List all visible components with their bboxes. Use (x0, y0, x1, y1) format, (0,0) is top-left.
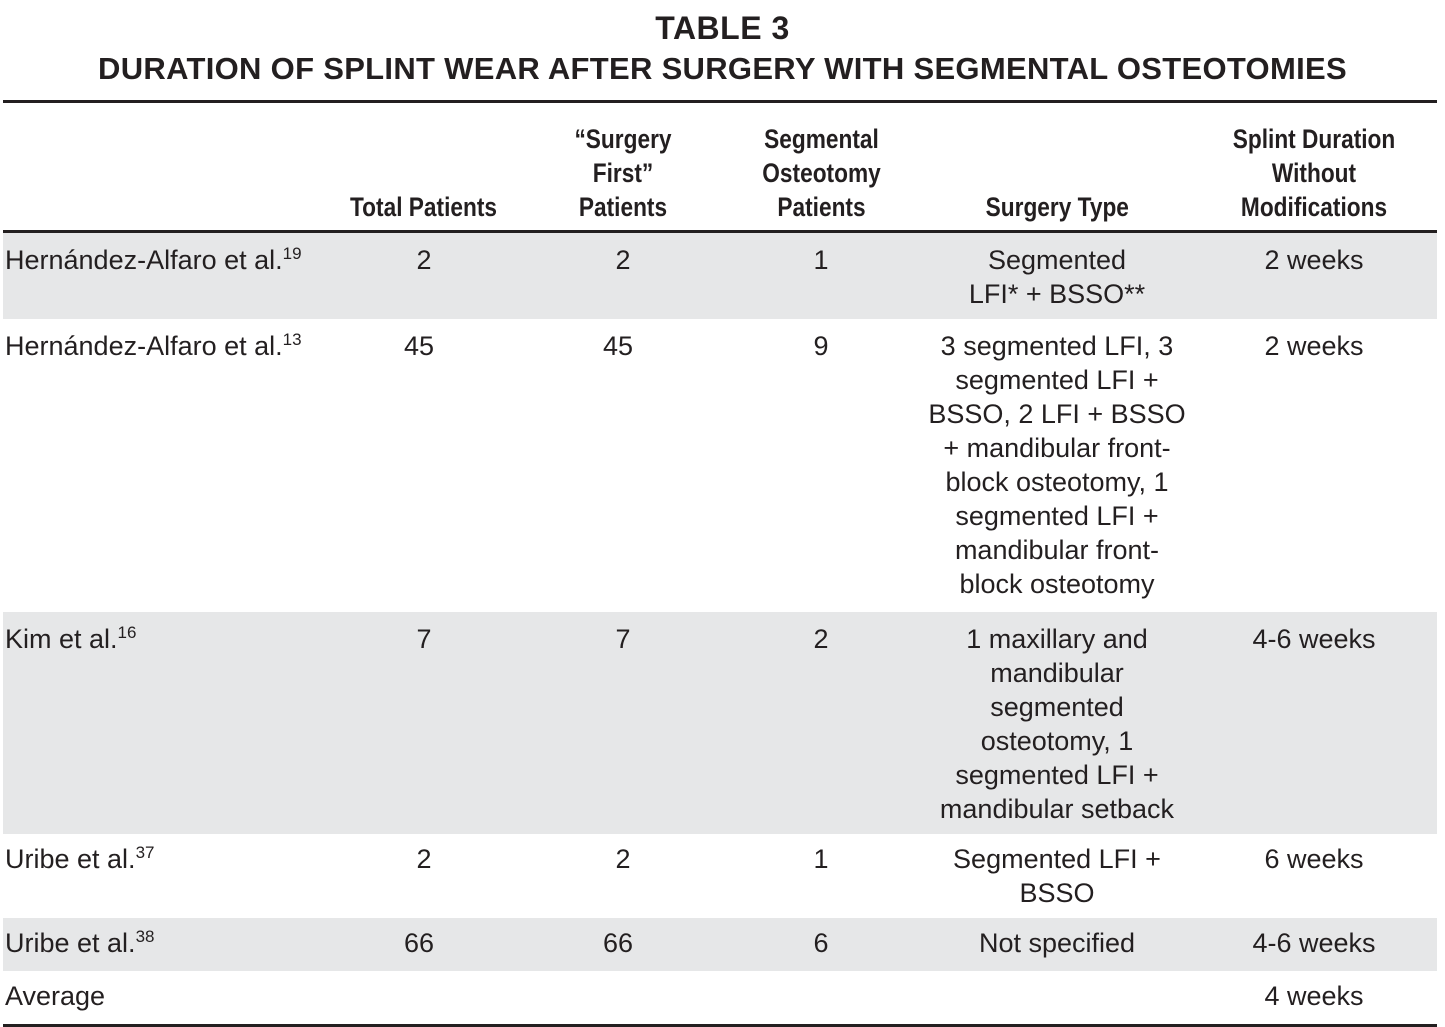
table-body: Hernández-Alfaro et al.19 2 2 1 Segmente… (3, 231, 1437, 1026)
table-header: Total Patients “Surgery First” Patients … (3, 102, 1437, 232)
surgery-type-cell (923, 971, 1191, 1025)
splint-duration-cell: 4-6 weeks (1191, 609, 1437, 834)
study-cell: Hernández-Alfaro et al.13 (5, 330, 302, 361)
table-number: TABLE 3 (655, 10, 790, 46)
surgery-first-cell: 66 (527, 918, 719, 971)
segmental-osteotomy-cell: 1 (813, 844, 829, 874)
surgery-first-cell: 45 (602, 331, 634, 361)
table-caption: DURATION OF SPLINT WEAR AFTER SURGERY WI… (98, 51, 1347, 86)
reference-number: 19 (282, 244, 302, 263)
table-row: Hernández-Alfaro et al.19 2 2 1 Segmente… (3, 231, 1437, 319)
study-cell: Hernández-Alfaro et al.19 (3, 231, 321, 319)
total-patients-cell: 2 (321, 231, 527, 319)
surgery-type-cell: 3 segmented LFI, 3 segmented LFI + BSSO,… (928, 331, 1186, 599)
study-cell: Uribe et al.38 (3, 918, 321, 971)
study-cell: Uribe et al.37 (5, 843, 155, 874)
surgery-first-cell (527, 971, 719, 1025)
surgery-type-cell: Segmented LFI* + BSSO** (923, 231, 1191, 319)
splint-duration-cell: 2 weeks (1191, 231, 1437, 319)
table-row: Hernández-Alfaro et al.13 45 45 9 3 segm… (3, 319, 1437, 611)
table-title: TABLE 3 DURATION OF SPLINT WEAR AFTER SU… (0, 0, 1445, 90)
surgery-type-cell: Not specified (923, 918, 1191, 971)
splint-duration-cell: 4-6 weeks (1191, 918, 1437, 971)
splint-duration-cell: 6 weeks (1264, 844, 1364, 874)
reference-number: 38 (135, 927, 155, 946)
segmental-osteotomy-cell: 6 (719, 918, 923, 971)
segmental-osteotomy-cell (719, 971, 923, 1025)
surgery-type-cell: 1 maxillary and mandibular segmented ost… (923, 609, 1191, 834)
average-splint-duration: 4 weeks (1264, 981, 1364, 1011)
table-row-average: Average 4 weeks (3, 971, 1437, 1025)
column-header-total-patients: Total Patients (350, 192, 498, 222)
splint-duration-table: Total Patients “Surgery First” Patients … (3, 100, 1437, 1027)
reference-number: 16 (117, 623, 137, 642)
surgery-first-cell: 7 (527, 609, 719, 834)
surgery-first-cell: 2 (527, 231, 719, 319)
segmental-osteotomy-cell: 1 (719, 231, 923, 319)
total-patients-cell: 45 (403, 331, 435, 361)
column-header-surgery-first-patients: “Surgery First” Patients (574, 124, 672, 222)
column-header-surgery-type: Surgery Type (985, 192, 1129, 222)
study-cell: Kim et al.16 (3, 609, 321, 834)
table-row: Kim et al.16 7 7 2 1 maxillary and mandi… (3, 609, 1437, 834)
reference-number: 13 (282, 330, 302, 349)
table-row: Uribe et al.38 66 66 6 Not specified 4-6… (3, 918, 1437, 971)
total-patients-cell: 2 (416, 844, 432, 874)
header-row: Total Patients “Surgery First” Patients … (3, 102, 1437, 232)
column-header-segmental-osteotomy-patients: Segmental Osteotomy Patients (761, 124, 881, 222)
reference-number: 37 (135, 843, 155, 862)
segmental-osteotomy-cell: 2 (719, 609, 923, 834)
segmental-osteotomy-cell: 9 (813, 331, 829, 361)
total-patients-cell: 66 (321, 918, 527, 971)
average-label: Average (5, 981, 106, 1011)
splint-duration-cell: 2 weeks (1264, 331, 1364, 361)
column-header-study (3, 102, 321, 232)
table-row: Uribe et al.37 2 2 1 Segmented LFI + BSS… (3, 834, 1437, 918)
total-patients-cell: 7 (321, 609, 527, 834)
total-patients-cell (321, 971, 527, 1025)
column-header-splint-duration: Splint Duration Without Modifications (1232, 124, 1396, 222)
surgery-type-cell: Segmented LFI + BSSO (953, 844, 1161, 908)
surgery-first-cell: 2 (615, 844, 631, 874)
